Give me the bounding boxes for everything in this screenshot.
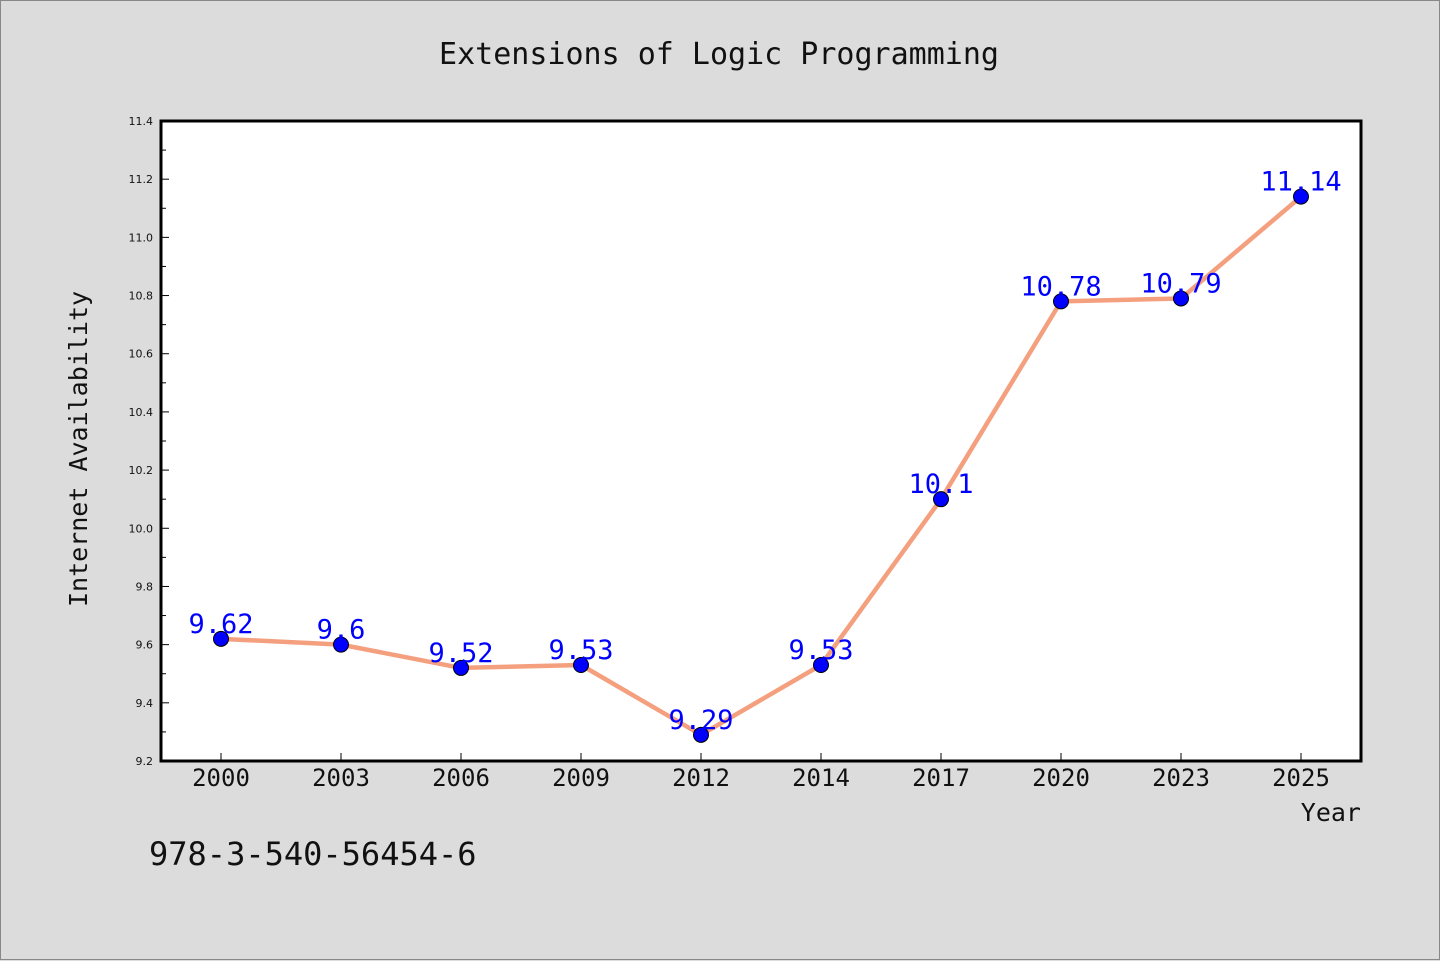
isbn-text: 978-3-540-56454-6 bbox=[149, 835, 477, 873]
data-point bbox=[333, 636, 349, 653]
y-tick-label: 11.0 bbox=[129, 231, 154, 244]
x-tick-label: 2012 bbox=[672, 764, 730, 792]
data-point bbox=[1053, 293, 1069, 310]
y-tick-label: 10.6 bbox=[129, 348, 154, 361]
y-tick-label: 9.6 bbox=[136, 639, 154, 652]
data-label: 9.53 bbox=[788, 635, 853, 666]
y-tick-label: 11.4 bbox=[129, 115, 154, 128]
plot-area bbox=[159, 119, 1363, 763]
data-point bbox=[573, 657, 589, 673]
y-tick-label: 11.2 bbox=[129, 173, 154, 186]
y-tick-label: 9.2 bbox=[136, 755, 154, 768]
y-tick-label: 9.4 bbox=[136, 697, 154, 710]
y-tick-label: 10.4 bbox=[129, 406, 154, 419]
data-label: 9.6 bbox=[317, 615, 366, 646]
data-label: 11.14 bbox=[1260, 167, 1341, 198]
x-tick-label: 2025 bbox=[1272, 764, 1330, 792]
chart-title: Extensions of Logic Programming bbox=[439, 37, 999, 72]
x-tick-label: 2023 bbox=[1152, 764, 1210, 792]
x-tick-label: 2017 bbox=[912, 764, 970, 792]
data-label: 10.78 bbox=[1020, 271, 1101, 302]
x-axis-label: Year bbox=[1301, 798, 1361, 827]
data-point bbox=[213, 630, 229, 647]
y-tick-label: 10.8 bbox=[129, 290, 154, 303]
data-point bbox=[933, 491, 949, 508]
x-tick-label: 2006 bbox=[432, 764, 490, 792]
x-tick-label: 2009 bbox=[552, 764, 610, 792]
y-tick-label: 9.8 bbox=[136, 580, 154, 593]
x-tick-label: 2003 bbox=[312, 764, 370, 792]
data-point bbox=[813, 657, 829, 673]
y-tick-label: 10.0 bbox=[129, 522, 154, 535]
data-point bbox=[1293, 188, 1309, 205]
data-label: 9.62 bbox=[188, 609, 253, 640]
x-tick-label: 2020 bbox=[1032, 764, 1090, 792]
data-point bbox=[453, 659, 469, 676]
data-label: 10.79 bbox=[1140, 268, 1221, 299]
data-label: 9.53 bbox=[548, 635, 613, 666]
x-tick-label: 2000 bbox=[192, 764, 250, 792]
data-label: 9.52 bbox=[428, 638, 493, 669]
series-group: 9.62 9.6 9.52 9.53 9.29 9.53 10.1 10.78 10.79 11.… bbox=[188, 167, 1342, 743]
y-tick-label: 10.2 bbox=[129, 464, 154, 477]
data-label: 10.1 bbox=[908, 469, 973, 500]
y-axis: 9.2 9.4 9.6 9.8 10.0 10.2 10.4 10.6 10.8 11.0 11.2… bbox=[129, 115, 169, 768]
x-tick-label: 2014 bbox=[792, 764, 850, 792]
x-axis: 2000 2003 2006 2009 2012 2014 2017 2020 2023 2025 bbox=[192, 753, 1330, 792]
series-line bbox=[218, 194, 1304, 738]
y-axis-label: Internet Availability bbox=[64, 291, 93, 607]
data-label: 9.29 bbox=[668, 705, 733, 736]
data-point bbox=[1173, 290, 1189, 307]
data-point bbox=[693, 726, 709, 743]
